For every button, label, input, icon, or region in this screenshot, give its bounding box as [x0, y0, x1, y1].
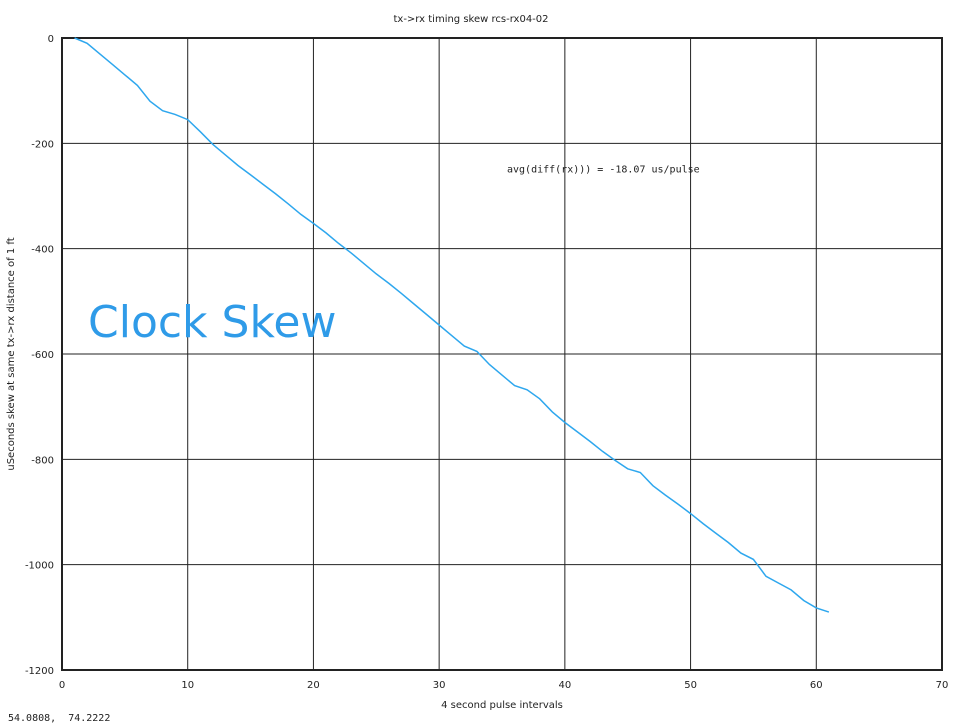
x-tick-label: 0	[59, 680, 65, 691]
x-tick-label: 60	[810, 680, 823, 691]
y-tick-label: -800	[31, 455, 54, 466]
y-tick-label: 0	[48, 34, 54, 45]
x-tick-label: 10	[181, 680, 194, 691]
y-tick-label: -400	[31, 245, 54, 256]
avg-annotation: avg(diff(rx))) = -18.07 us/pulse	[507, 165, 700, 176]
y-tick-label: -1200	[25, 666, 54, 677]
x-tick-label: 70	[936, 680, 949, 691]
cursor-coordinates: 54.0808, 74.2222	[8, 713, 111, 724]
grid	[62, 38, 942, 670]
y-axis-label: uSeconds skew at same tx->rx distance of…	[6, 237, 17, 470]
x-tick-label: 50	[684, 680, 697, 691]
y-tick-label: -600	[31, 350, 54, 361]
x-tick-label: 40	[558, 680, 571, 691]
y-tick-labels: 0 -200 -400 -600 -800 -1000 -1200	[25, 34, 54, 677]
x-tick-labels: 0 10 20 30 40 50 60 70	[59, 680, 949, 691]
y-tick-label: -1000	[25, 561, 54, 572]
x-tick-label: 30	[433, 680, 446, 691]
skew-series-line	[74, 37, 830, 613]
clock-skew-label: Clock Skew	[88, 297, 336, 348]
x-tick-label: 20	[307, 680, 320, 691]
chart-title: tx->rx timing skew rcs-rx04-02	[393, 14, 548, 25]
x-axis-label: 4 second pulse intervals	[441, 700, 563, 711]
y-tick-label: -200	[31, 139, 54, 150]
